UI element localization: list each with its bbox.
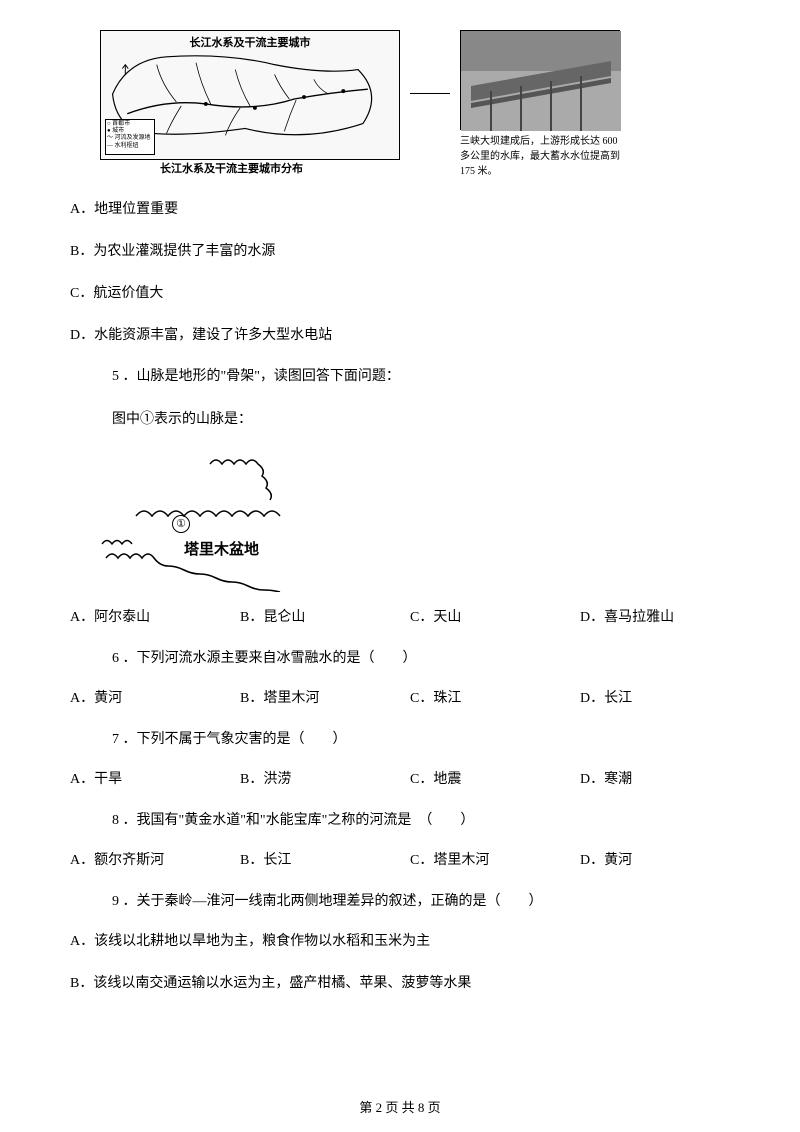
q5-option-d: D．喜马拉雅山	[580, 606, 730, 626]
q8-option-b: B．长江	[240, 849, 410, 869]
q7-option-c: C．地震	[410, 768, 580, 788]
q9-option-a: A．该线以北耕地以旱地为主，粮食作物以水稻和玉米为主	[70, 930, 730, 950]
q7-options: A．干旱 B．洪涝 C．地震 D．寒潮	[70, 768, 730, 788]
q7-option-d: D．寒潮	[580, 768, 730, 788]
q5-option-b: B．昆仑山	[240, 606, 410, 626]
q4-option-b: B．为农业灌溉提供了丰富的水源	[70, 240, 730, 260]
q5-stem-2: 图中①表示的山脉是：	[112, 409, 730, 430]
q6-options: A．黄河 B．塔里木河 C．珠江 D．长江	[70, 687, 730, 707]
q9-option-b: B．该线以南交通运输以水运为主，盛产柑橘、苹果、菠萝等水果	[70, 972, 730, 992]
q4-option-c: C．航运价值大	[70, 282, 730, 302]
dam-photo	[460, 30, 620, 130]
legend-line-3: ～ 河流及发源地	[107, 135, 153, 142]
map-legend: ○ 首都市 ● 城市 ～ 河流及发源地 — 水利枢纽	[105, 119, 155, 155]
tarim-marker: ①	[172, 515, 190, 533]
map-with-caption: 长江水系及干流主要城市	[100, 30, 400, 186]
yangtze-map: 长江水系及干流主要城市	[100, 30, 400, 160]
q4-options: A．地理位置重要 B．为农业灌溉提供了丰富的水源 C．航运价值大 D．水能资源丰…	[70, 198, 730, 344]
map-caption: 长江水系及干流主要城市分布	[160, 160, 400, 176]
q7-stem: 7 ．下列不属于气象灾害的是（ ）	[112, 729, 730, 750]
q5-stem-1: 5 ．山脉是地形的"骨架"，读图回答下面问题：	[112, 366, 730, 387]
q8-options: A．额尔齐斯河 B．长江 C．塔里木河 D．黄河	[70, 849, 730, 869]
q8-option-c: C．塔里木河	[410, 849, 580, 869]
q5-options: A．阿尔泰山 B．昆仑山 C．天山 D．喜马拉雅山	[70, 606, 730, 626]
q6-option-d: D．长江	[580, 687, 730, 707]
q9-stem: 9 ．关于秦岭—淮河一线南北两侧地理差异的叙述，正确的是（ ）	[112, 891, 730, 912]
photo-with-note: 三峡大坝建成后，上游形成长达 600 多公里的水库，最大蓄水水位提高到 175 …	[460, 30, 620, 179]
lead-line	[410, 93, 450, 94]
tarim-figure: ① 塔里木盆地	[100, 452, 330, 592]
top-figure-row: 长江水系及干流主要城市	[100, 30, 730, 186]
q6-option-c: C．珠江	[410, 687, 580, 707]
tarim-basin-label: 塔里木盆地	[184, 538, 259, 559]
q6-option-b: B．塔里木河	[240, 687, 410, 707]
q7-option-a: A．干旱	[70, 768, 240, 788]
q8-stem: 8 ．我国有"黄金水道"和"水能宝库"之称的河流是 （ ）	[112, 810, 730, 831]
q8-option-d: D．黄河	[580, 849, 730, 869]
photo-note: 三峡大坝建成后，上游形成长达 600 多公里的水库，最大蓄水水位提高到 175 …	[460, 134, 620, 179]
legend-line-4: — 水利枢纽	[107, 143, 153, 150]
page-footer: 第 2 页 共 8 页	[0, 1097, 800, 1116]
q5-option-c: C．天山	[410, 606, 580, 626]
q5-option-a: A．阿尔泰山	[70, 606, 240, 626]
q6-stem: 6 ．下列河流水源主要来自冰雪融水的是（ ）	[112, 648, 730, 669]
q8-option-a: A．额尔齐斯河	[70, 849, 240, 869]
q6-option-a: A．黄河	[70, 687, 240, 707]
q7-option-b: B．洪涝	[240, 768, 410, 788]
q4-option-a: A．地理位置重要	[70, 198, 730, 218]
q4-option-d: D．水能资源丰富，建设了许多大型水电站	[70, 324, 730, 344]
